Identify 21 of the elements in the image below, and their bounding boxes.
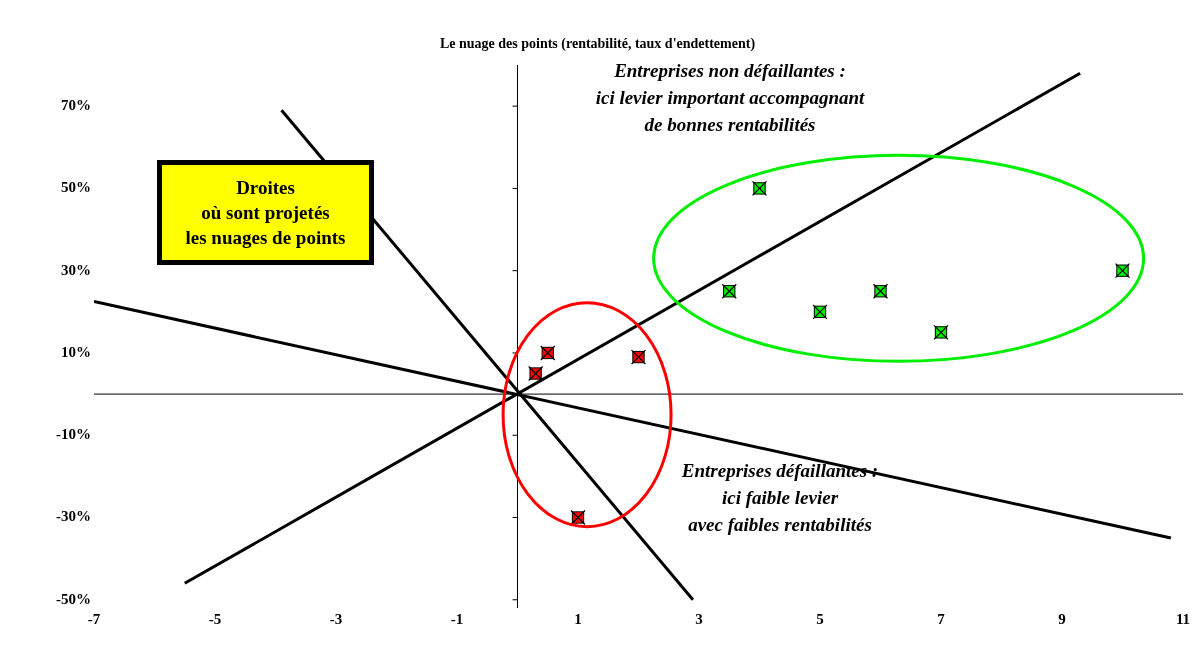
y-tick-label: 50% — [61, 179, 91, 196]
y-tick-label: 30% — [61, 261, 91, 278]
x-tick-label: 5 — [816, 610, 824, 627]
x-tick-label: -7 — [87, 610, 101, 627]
chart-title: Le nuage des points (rentabilité, taux d'endettement) — [438, 36, 757, 52]
x-tick-label: 3 — [695, 610, 703, 627]
annotation: Entreprises non défaillantes : ici levier important accompagnant de bonnes rentabilités — [594, 59, 866, 137]
x-tick-label: -3 — [329, 610, 343, 627]
y-tick-label: -10% — [56, 426, 91, 443]
x-tick-label: 7 — [937, 610, 946, 627]
y-tick-label: -50% — [56, 590, 91, 607]
y-tick-label: -30% — [56, 508, 91, 525]
x-tick-label: 9 — [1058, 610, 1066, 627]
x-tick-label: 11 — [1175, 610, 1191, 627]
x-tick-label: -5 — [208, 610, 222, 627]
x-tick-label: -1 — [450, 610, 464, 627]
y-tick-label: 10% — [61, 343, 91, 360]
annotation: Entreprises défaillantes : ici faible levier avec faibles rentabilités — [680, 459, 880, 537]
y-tick-label: 70% — [61, 97, 91, 114]
x-tick-label: 1 — [574, 610, 582, 627]
annotation: Droites où sont projetés les nuages de points — [157, 160, 374, 265]
